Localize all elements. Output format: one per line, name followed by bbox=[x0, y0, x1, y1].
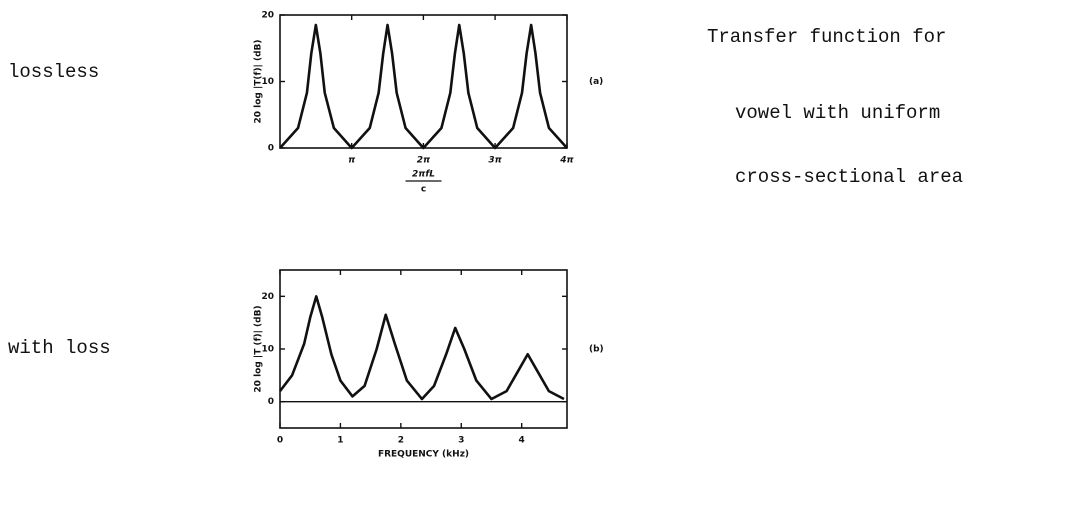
caption-line: cross-sectional area bbox=[735, 166, 963, 188]
side-label: with loss bbox=[8, 337, 111, 359]
plot-frame bbox=[279, 269, 568, 429]
side-label: lossless bbox=[8, 61, 99, 83]
y-tick-label: 10 bbox=[261, 77, 274, 87]
x-tick-label: 2π bbox=[417, 156, 431, 166]
caption-line: vowel with uniform bbox=[735, 102, 940, 124]
panel-tag: (a) bbox=[589, 77, 603, 87]
x-axis-label: c bbox=[421, 185, 426, 195]
x-tick-label: 4 bbox=[519, 436, 525, 446]
x-tick-label: 4π bbox=[559, 156, 574, 166]
x-tick-label: 1 bbox=[337, 436, 343, 446]
x-tick-label: 3 bbox=[458, 436, 464, 446]
data-line bbox=[279, 23, 568, 150]
y-tick-label: 20 bbox=[261, 11, 274, 21]
x-tick-label: 0 bbox=[277, 436, 283, 446]
y-tick-label: 0 bbox=[268, 144, 274, 154]
y-tick-label: 10 bbox=[261, 345, 274, 355]
y-axis-label: 20 log |T(f)| (dB) bbox=[254, 39, 264, 123]
y-tick-label: 0 bbox=[268, 397, 274, 407]
x-tick-label: 3π bbox=[488, 156, 502, 166]
panel-tag: (b) bbox=[589, 345, 604, 355]
y-axis-label: 20 log |T (f)| (dB) bbox=[254, 305, 264, 392]
caption-line: Transfer function for bbox=[707, 26, 946, 48]
x-axis-label: 2πfL bbox=[412, 170, 435, 180]
y-tick-label: 20 bbox=[261, 292, 274, 302]
x-tick-label: π bbox=[348, 156, 356, 166]
data-line bbox=[278, 295, 565, 401]
x-tick-label: 2 bbox=[398, 436, 404, 446]
x-axis-label: FREQUENCY (kHz) bbox=[378, 450, 469, 460]
